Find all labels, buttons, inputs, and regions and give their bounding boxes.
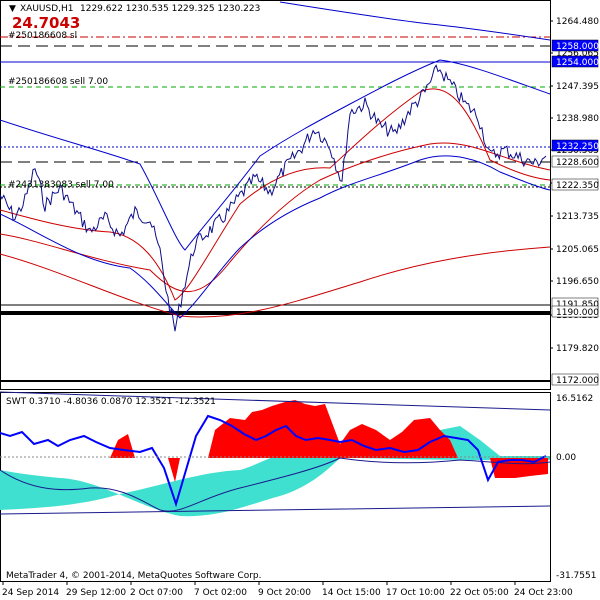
ma-fast	[0, 88, 551, 301]
svg-text:1232.250: 1232.250	[556, 142, 599, 152]
main-chart-frame	[0, 0, 551, 390]
histogram-negative	[0, 426, 550, 517]
svg-text:1191.850: 1191.850	[556, 300, 599, 310]
svg-text:1258.000: 1258.000	[556, 42, 599, 52]
price-series[interactable]	[0, 64, 547, 332]
time-axis-label: 24 Sep 2014	[2, 588, 59, 598]
ma-medium	[0, 142, 551, 293]
time-axis-label: 14 Oct 15:00	[322, 588, 381, 598]
price-tag: 1172.000	[551, 373, 599, 386]
indicator-zero-value: 0.00	[556, 453, 576, 463]
price-tag: 1228.600	[551, 155, 599, 168]
indicator-top-value: 16.5162	[556, 394, 593, 404]
indicator-title: SWT 0.3710 -4.8036 0.0870 12.3521 -12.35…	[6, 397, 216, 407]
band-lower	[0, 155, 551, 319]
ma-slow	[0, 246, 551, 318]
time-axis-label: 17 Oct 10:00	[386, 588, 445, 598]
time-axis-label: 2 Oct 07:00	[130, 588, 183, 598]
swt-lower-bound	[0, 505, 551, 515]
svg-text:1222.350: 1222.350	[556, 181, 599, 191]
price-axis-label: 1238.980	[556, 114, 599, 124]
symbol-label: XAUUSD,H1	[20, 4, 74, 14]
time-axis-label: 7 Oct 02:00	[194, 588, 247, 598]
band-outer	[279, 1, 551, 41]
svg-text:1172.000: 1172.000	[556, 376, 599, 386]
copyright-text: MetaTrader 4, © 2001-2014, MetaQuotes So…	[6, 571, 262, 581]
svg-text:1228.600: 1228.600	[556, 158, 599, 168]
price-tag: 1232.250	[551, 139, 599, 152]
price-tag: 1190.000	[551, 305, 599, 318]
svg-text:1190.000: 1190.000	[556, 308, 599, 318]
stop-loss-label: #250186608 sl	[8, 31, 77, 41]
ohlc-values: 1229.622 1230.535 1229.325 1230.223	[80, 4, 260, 14]
price-axis-label: 1205.065	[556, 245, 599, 255]
sell-order-label-2: #2431383083 sell 7.00	[8, 180, 114, 190]
price-axis-label: 1264.480	[556, 17, 599, 27]
band-upper	[0, 59, 551, 251]
sell-order-label: #250186608 sell 7.00	[8, 77, 108, 87]
price-axis-label: 1179.820	[556, 344, 599, 354]
svg-text:1254.000: 1254.000	[556, 58, 599, 68]
price-axis-label: 1247.395	[556, 82, 599, 92]
trade-levels	[0, 36, 550, 382]
time-axis-label: 9 Oct 20:00	[258, 588, 311, 598]
indicator-bottom-value: -31.7551	[556, 571, 596, 581]
chevron-down-icon[interactable]: ▼	[9, 4, 16, 14]
price-axis-label: 1256.065	[556, 49, 599, 59]
time-axis-label: 24 Oct 23:00	[514, 588, 573, 598]
swt-indicator	[0, 391, 551, 517]
price-tag: 1254.000	[551, 55, 599, 68]
price-axis-label: 1196.650	[556, 277, 599, 287]
swt-upper-bound	[0, 391, 551, 411]
spread-value: 24.7043	[12, 14, 80, 32]
price-tag: 1258.000	[551, 39, 599, 52]
time-axis-label: 29 Sep 12:00	[66, 588, 126, 598]
price-tag: 1222.350	[551, 178, 599, 191]
price-tags: 1258.000 1254.000 1232.250 1228.600 1222.350…	[551, 39, 599, 386]
swt-signal-line	[0, 457, 551, 512]
price-axis-label: 1213.735	[556, 212, 599, 222]
time-axis-label: 22 Oct 05:00	[450, 588, 509, 598]
time-axis: 24 Sep 2014 29 Sep 12:00 2 Oct 07:00 7 Oct …	[2, 581, 573, 598]
swt-main-line	[0, 414, 547, 508]
histogram-positive	[110, 400, 548, 482]
